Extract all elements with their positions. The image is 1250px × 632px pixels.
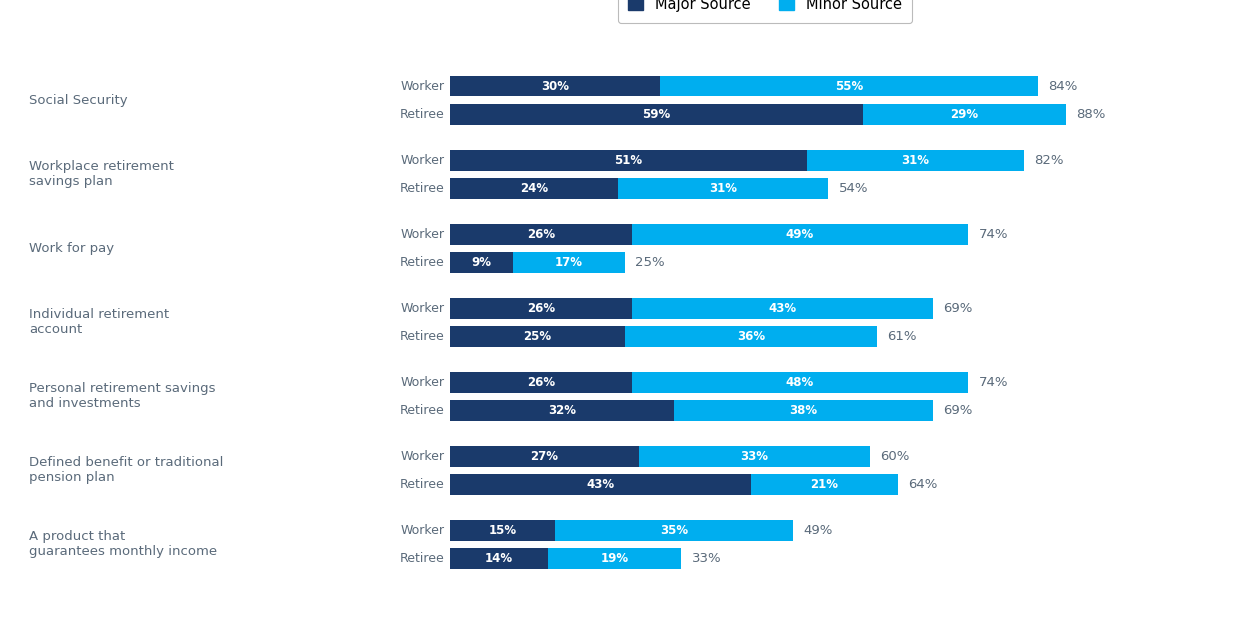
Text: 25%: 25% (524, 330, 551, 343)
Text: 55%: 55% (835, 80, 862, 93)
Text: Retiree: Retiree (400, 256, 445, 269)
Bar (450, 224, 632, 245)
Text: Retiree: Retiree (400, 478, 445, 491)
Text: 38%: 38% (790, 404, 818, 417)
Text: 84%: 84% (1049, 80, 1078, 93)
Text: Workplace retirement
savings plan: Workplace retirement savings plan (29, 161, 174, 188)
Text: Worker: Worker (400, 450, 445, 463)
Bar (632, 224, 968, 245)
Bar (450, 76, 660, 97)
Text: Individual retirement
account: Individual retirement account (29, 308, 169, 336)
Bar (632, 298, 932, 319)
Text: 61%: 61% (888, 330, 918, 343)
Text: 19%: 19% (600, 552, 629, 565)
Bar (674, 400, 932, 421)
Bar (450, 520, 555, 541)
Text: 69%: 69% (944, 301, 972, 315)
Text: 74%: 74% (979, 228, 1008, 241)
Bar (625, 326, 878, 347)
Text: 9%: 9% (471, 256, 491, 269)
Text: Defined benefit or traditional
pension plan: Defined benefit or traditional pension p… (29, 456, 224, 484)
Text: 25%: 25% (635, 256, 665, 269)
Bar (450, 372, 632, 392)
Text: 27%: 27% (530, 450, 559, 463)
Bar (751, 474, 898, 495)
Bar (450, 548, 548, 569)
Text: Retiree: Retiree (400, 330, 445, 343)
Text: 33%: 33% (691, 552, 721, 565)
Bar (450, 252, 512, 272)
Text: 43%: 43% (586, 478, 615, 491)
Text: 88%: 88% (1076, 107, 1106, 121)
Bar (450, 178, 618, 198)
Text: 59%: 59% (642, 107, 670, 121)
Text: 17%: 17% (555, 256, 582, 269)
Bar (660, 76, 1038, 97)
Text: Retiree: Retiree (400, 404, 445, 417)
Text: 26%: 26% (528, 228, 555, 241)
Bar (632, 372, 968, 392)
Bar (450, 326, 625, 347)
Text: 64%: 64% (909, 478, 938, 491)
Bar (450, 298, 632, 319)
Text: 29%: 29% (950, 107, 979, 121)
Text: Worker: Worker (400, 524, 445, 537)
Text: Worker: Worker (400, 154, 445, 167)
Text: Worker: Worker (400, 301, 445, 315)
Text: Retiree: Retiree (400, 182, 445, 195)
Text: 14%: 14% (485, 552, 512, 565)
Text: 82%: 82% (1035, 154, 1064, 167)
Bar (808, 150, 1024, 171)
Bar (862, 104, 1066, 125)
Text: 51%: 51% (615, 154, 642, 167)
Text: Worker: Worker (400, 228, 445, 241)
Bar (450, 474, 751, 495)
Text: 36%: 36% (738, 330, 765, 343)
Text: Retiree: Retiree (400, 107, 445, 121)
Text: 69%: 69% (944, 404, 972, 417)
Text: A product that
guarantees monthly income: A product that guarantees monthly income (29, 530, 218, 559)
Text: 54%: 54% (839, 182, 867, 195)
Text: Retiree: Retiree (400, 552, 445, 565)
Text: 15%: 15% (489, 524, 516, 537)
Text: 31%: 31% (709, 182, 737, 195)
Text: 49%: 49% (804, 524, 832, 537)
Text: 32%: 32% (548, 404, 576, 417)
Bar (450, 446, 639, 466)
Text: Work for pay: Work for pay (29, 242, 114, 255)
Bar (512, 252, 625, 272)
Legend: Major Source, Minor Source: Major Source, Minor Source (619, 0, 911, 23)
Text: 21%: 21% (810, 478, 839, 491)
Text: 48%: 48% (786, 376, 814, 389)
Text: 26%: 26% (528, 301, 555, 315)
Text: 33%: 33% (740, 450, 769, 463)
Bar (639, 446, 870, 466)
Text: 60%: 60% (880, 450, 910, 463)
Text: 30%: 30% (541, 80, 569, 93)
Bar (618, 178, 828, 198)
Text: 43%: 43% (769, 301, 796, 315)
Text: Worker: Worker (400, 80, 445, 93)
Bar (450, 104, 862, 125)
Text: Social Security: Social Security (29, 94, 127, 107)
Text: 49%: 49% (786, 228, 814, 241)
Text: 24%: 24% (520, 182, 548, 195)
Bar (555, 520, 792, 541)
Text: 31%: 31% (901, 154, 930, 167)
Text: 74%: 74% (979, 376, 1008, 389)
Bar (548, 548, 681, 569)
Text: Personal retirement savings
and investments: Personal retirement savings and investme… (29, 382, 215, 410)
Bar (450, 150, 808, 171)
Bar (450, 400, 674, 421)
Text: 26%: 26% (528, 376, 555, 389)
Text: 35%: 35% (660, 524, 688, 537)
Text: Worker: Worker (400, 376, 445, 389)
